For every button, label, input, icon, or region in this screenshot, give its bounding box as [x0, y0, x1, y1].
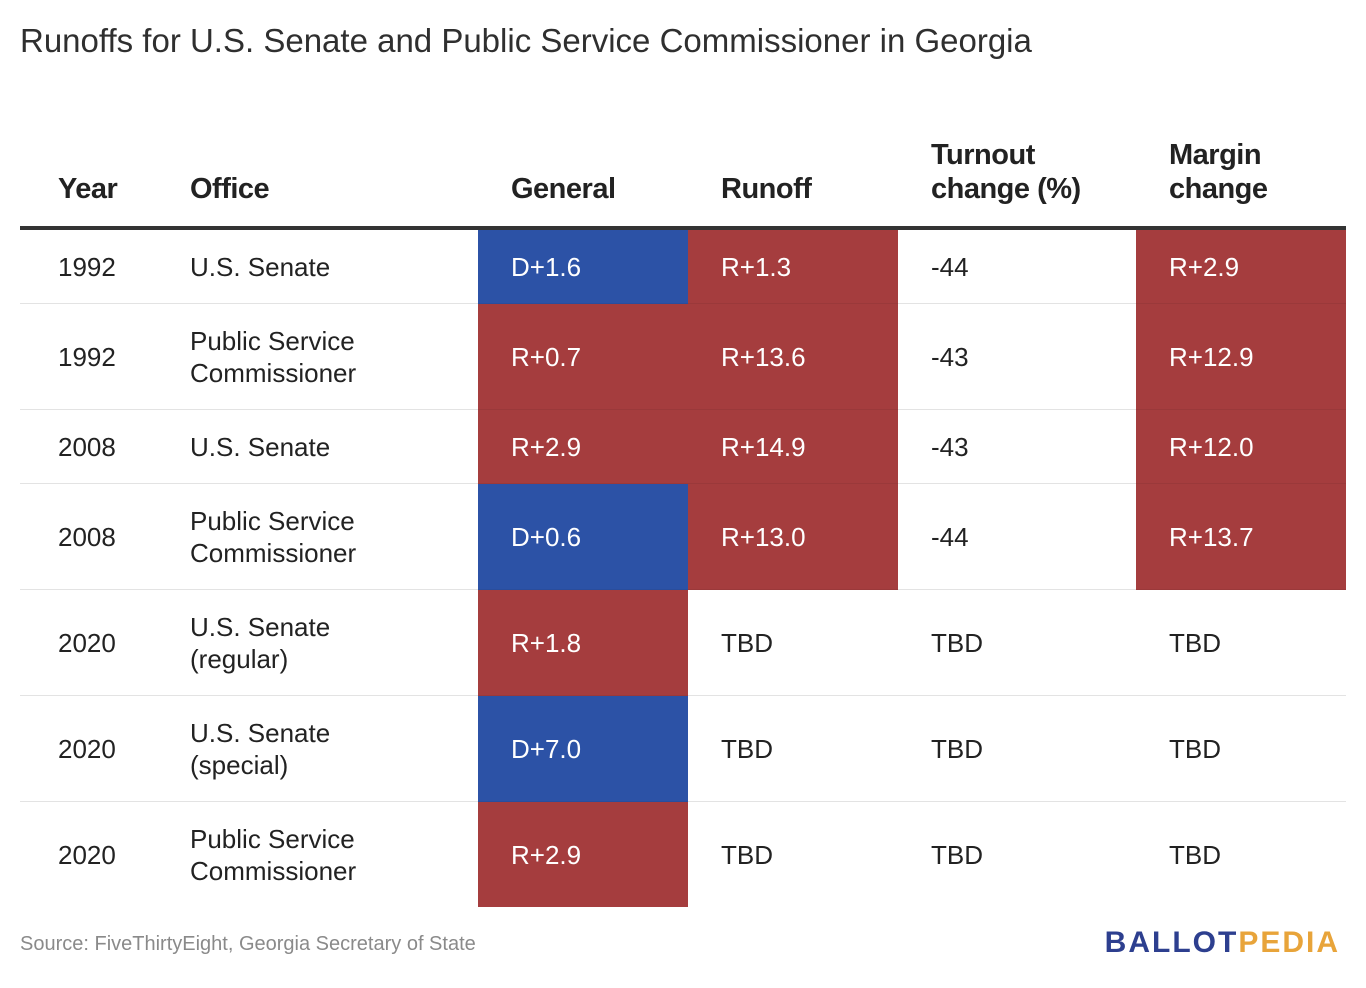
table-row: 2020 U.S. Senate (regular) R+1.8 TBD TBD TBD — [20, 589, 1346, 696]
cell-office: U.S. Senate (special) — [186, 695, 478, 802]
cell-turnout-change: -44 — [898, 483, 1136, 590]
header-row: Year Office General Runoff Turnout chang… — [20, 108, 1346, 230]
cell-office: U.S. Senate (regular) — [186, 589, 478, 696]
cell-margin-change: R+2.9 — [1136, 228, 1346, 304]
table-row: 2008 U.S. Senate R+2.9 R+14.9 -43 R+12.0 — [20, 409, 1346, 484]
logo-part-ballot: BALLOT — [1104, 926, 1239, 959]
header-general: General — [478, 108, 688, 230]
cell-margin-change: R+12.0 — [1136, 409, 1346, 484]
cell-general: D+0.6 — [478, 483, 688, 590]
office-line1: U.S. Senate — [190, 611, 331, 642]
table-row: 1992 U.S. Senate D+1.6 R+1.3 -44 R+2.9 — [20, 228, 1346, 304]
cell-year: 2020 — [58, 839, 116, 870]
cell-turnout-change: -43 — [898, 409, 1136, 484]
cell-office: U.S. Senate — [186, 228, 478, 304]
cell-year: 2008 — [20, 483, 186, 590]
header-margin-change: Margin change — [1136, 108, 1346, 230]
header-margin-line1: Margin — [1169, 139, 1262, 171]
cell-office: Public Service Commissioner — [186, 483, 478, 590]
header-turnout-change: Turnout change (%) — [898, 108, 1136, 230]
cell-runoff: TBD — [688, 695, 898, 802]
cell-turnout-change: TBD — [931, 839, 983, 870]
cell-general: R+0.7 — [478, 303, 688, 410]
cell-general: R+2.9 — [478, 801, 688, 907]
table-body: 1992 U.S. Senate D+1.6 R+1.3 -44 R+2.9 1992 Pub… — [20, 228, 1346, 907]
cell-runoff: R+14.9 — [688, 409, 898, 484]
cell-turnout-change: -44 — [898, 228, 1136, 304]
cell-office: Public Service Commissioner — [186, 802, 478, 908]
office-line1: U.S. Senate — [190, 251, 331, 282]
cell-turnout-change: TBD — [898, 695, 1136, 802]
cell-general: D+1.6 — [478, 228, 688, 304]
office-line2: Commissioner — [190, 357, 357, 388]
header-runoff: Runoff — [688, 108, 898, 230]
cell-margin-change: TBD — [1136, 695, 1346, 802]
cell-year: 2020 — [20, 695, 186, 802]
table-row: 2020 Public Service Commissioner R+2.9 TBD TB… — [20, 801, 1346, 908]
cell-margin-change: TBD — [1169, 839, 1221, 870]
cell-year: 1992 — [20, 228, 186, 304]
cell-turnout-change: -43 — [898, 303, 1136, 410]
results-table: Year Office General Runoff Turnout chang… — [20, 108, 1346, 907]
table-row: 2020 U.S. Senate (special) D+7.0 TBD TBD TBD — [20, 695, 1346, 802]
ballotpedia-logo: BALLOTPEDIA — [1105, 926, 1340, 960]
cell-runoff: R+13.0 — [688, 483, 898, 590]
header-year: Year — [20, 108, 186, 230]
header-margin-line2: change — [1169, 173, 1268, 205]
cell-general: D+7.0 — [478, 695, 688, 802]
cell-margin-change: R+12.9 — [1136, 303, 1346, 410]
cell-margin-change: R+13.7 — [1136, 483, 1346, 590]
cell-turnout-change: TBD — [898, 589, 1136, 696]
office-line1: Public Service — [190, 325, 355, 356]
cell-office: Public Service Commissioner — [186, 303, 478, 410]
cell-runoff: R+1.3 — [688, 228, 898, 304]
office-line1: U.S. Senate — [190, 431, 331, 462]
office-line1: Public Service — [190, 823, 355, 854]
office-line2: (special) — [190, 749, 289, 780]
logo-part-pedia: PEDIA — [1238, 926, 1340, 959]
cell-margin-change: TBD — [1136, 589, 1346, 696]
office-line1: U.S. Senate — [190, 717, 331, 748]
office-line2: Commissioner — [190, 537, 357, 568]
cell-general: R+2.9 — [478, 409, 688, 484]
cell-year: 1992 — [20, 303, 186, 410]
table-row: 1992 Public Service Commissioner R+0.7 R+13.… — [20, 303, 1346, 410]
header-turnout-line1: Turnout — [931, 139, 1035, 171]
source-note: Source: FiveThirtyEight, Georgia Secreta… — [20, 933, 476, 955]
chart-title: Runoffs for U.S. Senate and Public Servi… — [20, 22, 1032, 59]
header-turnout-line2: change (%) — [931, 173, 1081, 205]
cell-runoff: TBD — [688, 589, 898, 696]
cell-year: 2008 — [20, 409, 186, 484]
table-row: 2008 Public Service Commissioner D+0.6 R+13.… — [20, 483, 1346, 590]
cell-runoff: TBD — [721, 839, 773, 870]
cell-general: R+1.8 — [478, 589, 688, 696]
cell-year: 2020 — [20, 589, 186, 696]
office-line2: (regular) — [190, 643, 289, 674]
cell-runoff: R+13.6 — [688, 303, 898, 410]
office-line1: Public Service — [190, 505, 355, 536]
office-line2: Commissioner — [190, 855, 357, 886]
cell-office: U.S. Senate — [186, 409, 478, 484]
header-office: Office — [186, 108, 478, 230]
